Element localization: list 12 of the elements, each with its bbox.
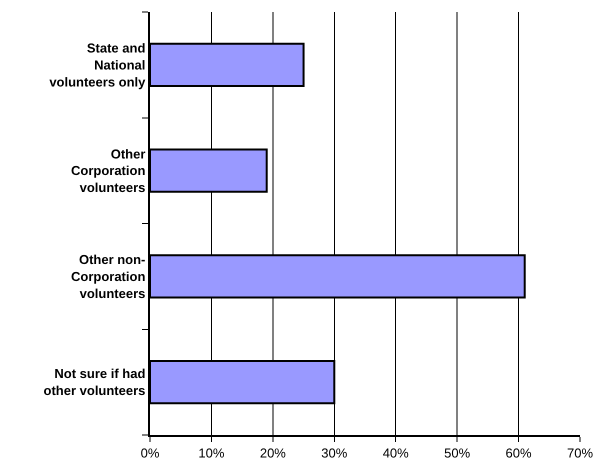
x-tick-label: 20% bbox=[260, 446, 286, 461]
y-tick-label: State and National volunteers only bbox=[49, 40, 146, 90]
x-tick-label: 10% bbox=[198, 446, 225, 461]
y-tick-label: Other non-Corporation volunteers bbox=[71, 252, 146, 301]
x-tick-label: 70% bbox=[566, 446, 594, 461]
x-tick-label: 0% bbox=[140, 446, 160, 461]
x-tick-label: 60% bbox=[506, 446, 532, 461]
y-tick-label: Not sure if had other volunteers bbox=[44, 366, 146, 398]
x-tick-label: 50% bbox=[444, 446, 471, 461]
y-tick-label: Other Corporation volunteers bbox=[71, 146, 146, 196]
x-tick-label: 40% bbox=[382, 446, 410, 461]
x-tick-label: 30% bbox=[321, 446, 348, 461]
